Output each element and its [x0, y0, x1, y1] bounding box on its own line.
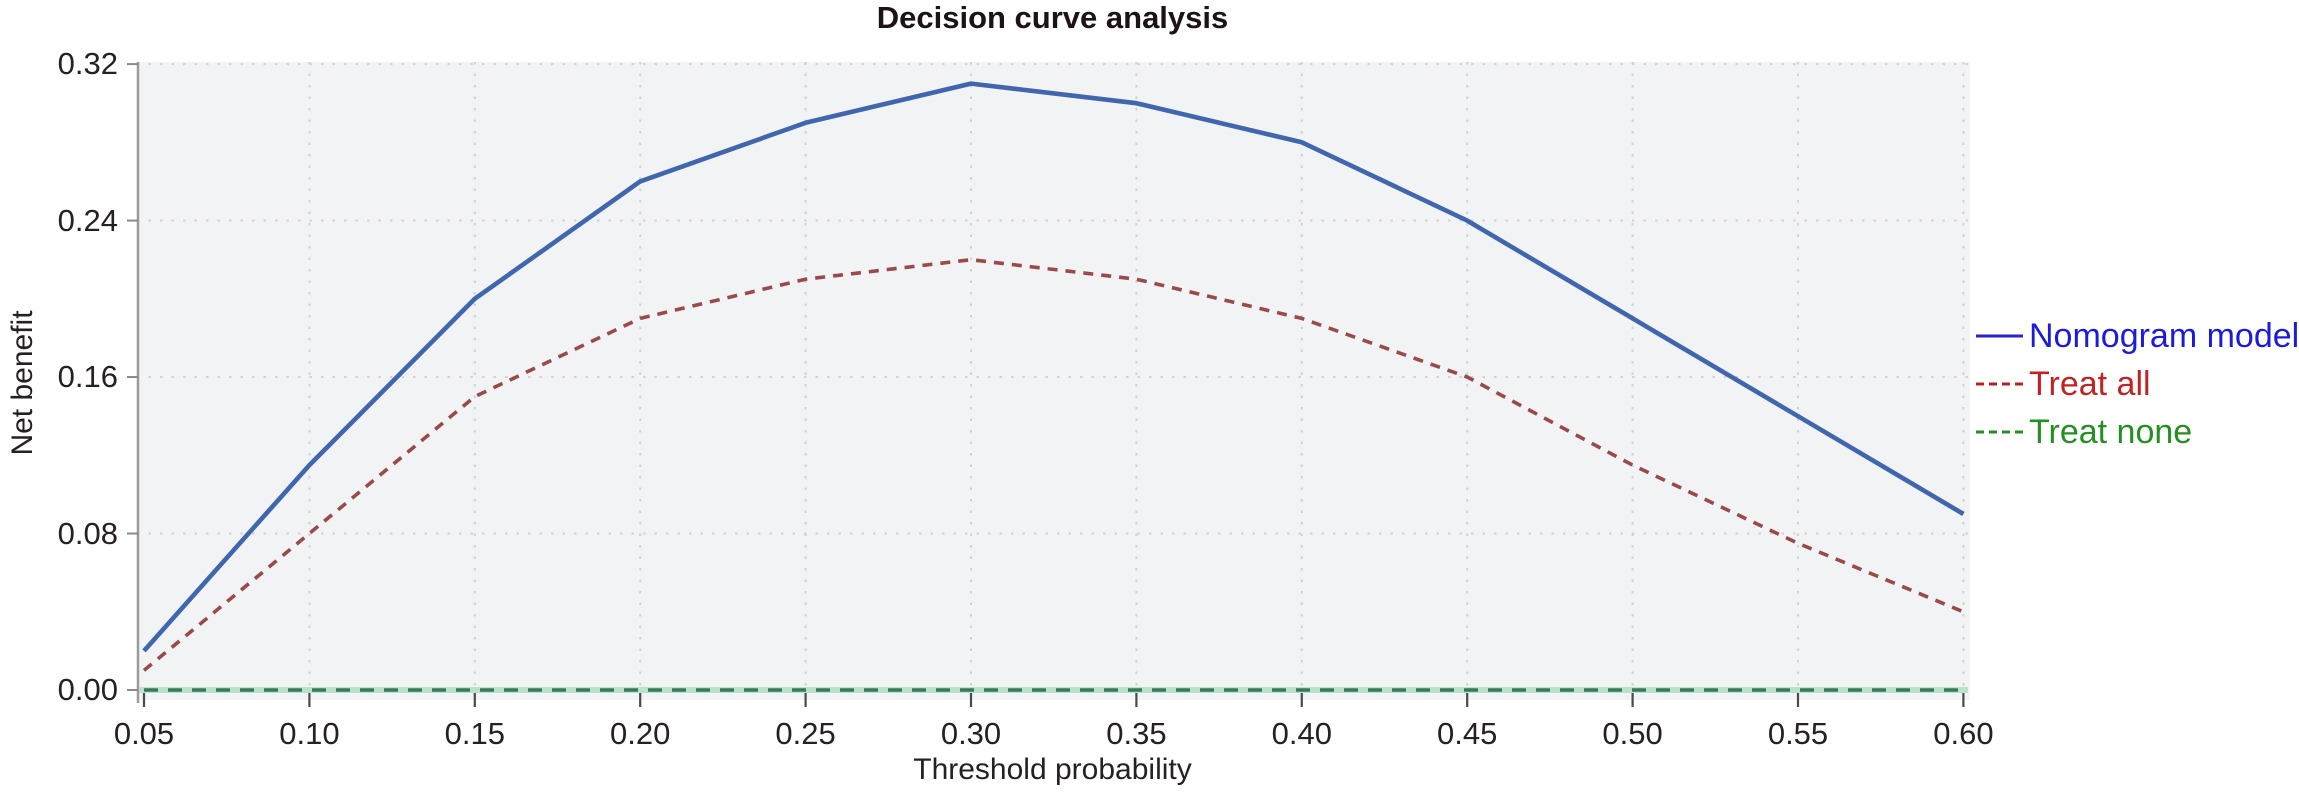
y-tick-label: 0.16	[57, 359, 118, 395]
legend-item-nomogram-model: Nomogram model	[1975, 312, 2299, 360]
legend-item-treat-none: Treat none	[1975, 408, 2299, 456]
legend-item-treat-all: Treat all	[1975, 360, 2299, 408]
legend-label: Nomogram model	[2029, 316, 2299, 355]
x-tick-label: 0.55	[1767, 716, 1829, 751]
series-line-treat-all	[142, 257, 1965, 672]
y-tick-label: 0.24	[57, 202, 118, 238]
series-line-nomogram-model	[142, 81, 1965, 653]
y-axis-label: Net benefit	[6, 310, 39, 456]
legend-line-dashed-icon	[1976, 382, 2023, 386]
legend-label: Treat none	[2029, 412, 2193, 451]
x-tick-label: 0.20	[610, 716, 671, 751]
x-axis-label: Threshold probability	[913, 753, 1192, 786]
x-tick-label: 0.50	[1602, 716, 1663, 751]
y-tick-label: 0.00	[57, 672, 118, 707]
legend-line-dashed-icon	[1976, 430, 2023, 434]
x-tick-label: 0.35	[1106, 716, 1167, 751]
y-tick-label: 0.08	[57, 515, 118, 551]
x-tick-label: 0.05	[113, 716, 175, 751]
y-tick-label: 0.32	[57, 46, 118, 82]
chart-title: Decision curve analysis	[876, 0, 1229, 35]
legend-label: Treat all	[2029, 364, 2151, 403]
legend-line-solid-icon	[1976, 334, 2023, 338]
plot-background	[137, 62, 1970, 700]
x-tick-label: 0.25	[775, 716, 836, 751]
x-tick-label: 0.30	[940, 716, 1002, 751]
x-tick-label: 0.40	[1271, 716, 1332, 751]
x-tick-label: 0.15	[444, 716, 505, 751]
x-tick-label: 0.60	[1933, 716, 1994, 751]
x-tick-label: 0.10	[279, 716, 340, 751]
legend: Nomogram model Treat all Treat none	[1975, 312, 2299, 456]
x-tick-label: 0.45	[1437, 716, 1498, 751]
